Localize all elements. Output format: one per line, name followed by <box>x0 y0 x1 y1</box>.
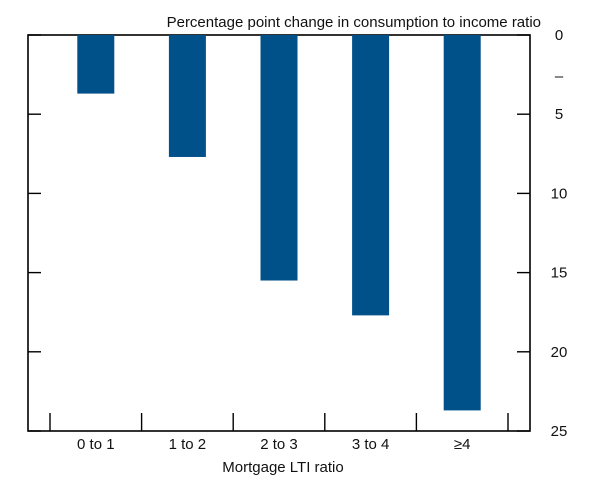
x-tick-label: 0 to 1 <box>77 436 115 453</box>
y-tick-label: 0 <box>555 27 563 44</box>
y-axis: 0 – 5 10 15 20 25 <box>28 27 567 440</box>
bar-1 <box>77 35 115 94</box>
x-axis: 0 to 1 1 to 2 2 to 3 3 to 4 ≥4 <box>49 413 509 453</box>
x-axis-title: Mortgage LTI ratio <box>222 459 343 476</box>
y-tick-label: 25 <box>551 423 568 440</box>
x-tick-label: 1 to 2 <box>169 436 207 453</box>
y-tick-label: 10 <box>551 185 568 202</box>
y-tick-label: – <box>555 68 564 85</box>
bar-2 <box>168 35 206 157</box>
x-tick-label: ≥4 <box>454 436 471 453</box>
bar-5 <box>443 35 481 411</box>
x-tick-label: 3 to 4 <box>352 436 390 453</box>
y-tick-label: 5 <box>555 106 563 123</box>
y-tick-label: 15 <box>551 265 568 282</box>
bar-4 <box>352 35 390 316</box>
y-axis-title: Percentage point change in consumption t… <box>167 14 541 31</box>
y-tick-label: 20 <box>551 344 568 361</box>
bar-3 <box>260 35 298 281</box>
x-tick-label: 2 to 3 <box>260 436 298 453</box>
bars-group <box>77 35 481 411</box>
